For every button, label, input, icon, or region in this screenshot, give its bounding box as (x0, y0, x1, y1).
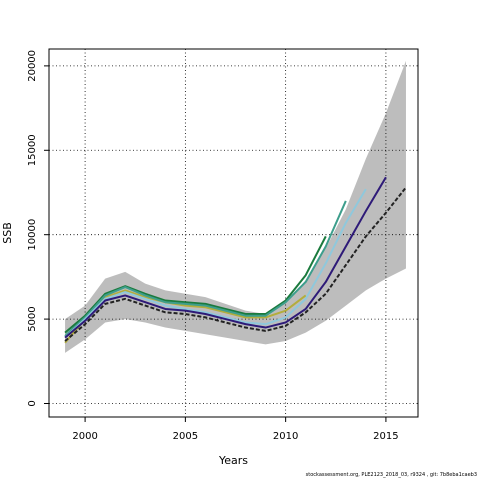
x-tick-label: 2000 (72, 431, 97, 442)
confidence-band (65, 60, 406, 353)
series-line-1 (64, 235, 327, 334)
series-line-3 (64, 200, 347, 337)
x-tick-label: 2010 (273, 431, 298, 442)
series-line-5 (64, 176, 387, 339)
footnote: stockassessment.org, PLE2123_2018_03, r9… (305, 472, 477, 478)
series-line-4 (64, 188, 367, 339)
y-tick-label: 10000 (27, 219, 38, 251)
y-tick-label: 20000 (27, 50, 38, 82)
x-tick-label: 2005 (173, 431, 198, 442)
series-line-6 (64, 186, 407, 342)
y-tick-label: 15000 (27, 134, 38, 166)
y-tick-label: 0 (27, 400, 38, 406)
series-line-2 (64, 289, 307, 344)
x-axis-title: Years (218, 454, 248, 467)
plot-frame (48, 48, 419, 418)
axis-layer: 2000 2005 2010 2015 0 5000 10000 15000 20000 (27, 50, 399, 442)
confidence-band-layer (65, 60, 406, 353)
x-tick-label: 2015 (373, 431, 398, 442)
series-layer (64, 176, 407, 344)
y-tick-label: 5000 (27, 306, 38, 331)
y-axis-title: SSB (1, 222, 14, 244)
